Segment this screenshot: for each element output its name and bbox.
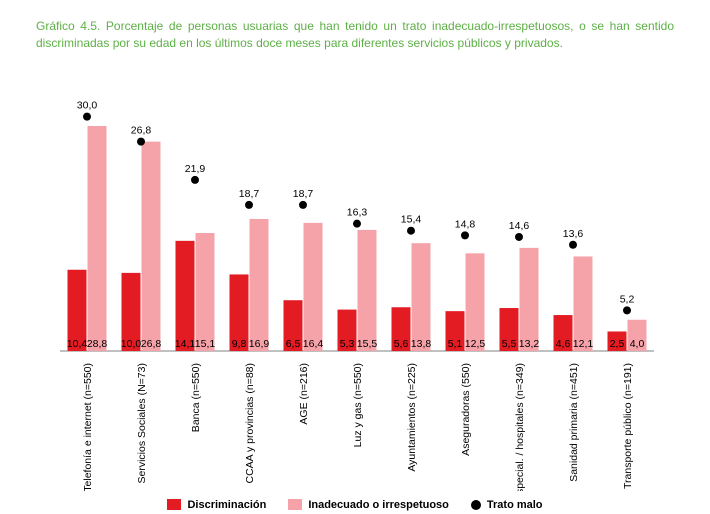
- marker-trato-malo: [83, 112, 91, 120]
- bar-value: 4,6: [556, 338, 571, 350]
- category-label: Transporte público (n=191): [622, 363, 634, 489]
- category-label: Sanidad primaria (n=451): [568, 363, 580, 482]
- marker-trato-malo: [299, 201, 307, 209]
- bar-value: 16,9: [249, 338, 270, 350]
- legend-item-irrespetuoso: Inadecuado o irrespetuoso: [288, 499, 449, 511]
- bar-value: 26,8: [141, 338, 162, 350]
- chart-area: 10,428,8 30,0 Telefonía e internet (n=550)…: [36, 81, 674, 491]
- marker-value: 30,0: [77, 99, 98, 111]
- marker-value: 5,2: [620, 293, 635, 305]
- bar-irrespetuoso: [466, 253, 485, 351]
- category-label: Sanidad especial. / hospitales (n=349): [514, 363, 526, 491]
- legend-label: Discriminación: [187, 499, 266, 511]
- marker-value: 14,8: [455, 218, 476, 230]
- bar-value: 9,8: [232, 338, 247, 350]
- category-label: Banca (n=550): [190, 363, 202, 432]
- marker-value: 18,7: [239, 188, 260, 200]
- marker-value: 13,6: [563, 228, 584, 240]
- legend-item-discriminacion: Discriminación: [167, 499, 266, 511]
- category-label: Ayuntamientos (n=225): [406, 363, 418, 472]
- bar-value: 5,5: [502, 338, 517, 350]
- marker-trato-malo: [461, 231, 469, 239]
- marker-trato-malo: [569, 241, 577, 249]
- bar-irrespetuoso: [574, 256, 593, 351]
- legend-label: Inadecuado o irrespetuoso: [308, 499, 449, 511]
- bar-value: 5,1: [448, 338, 463, 350]
- bar-irrespetuoso: [358, 230, 377, 351]
- marker-value: 26,8: [131, 124, 152, 136]
- bar-value: 5,3: [340, 338, 355, 350]
- bar-value: 28,8: [87, 338, 108, 350]
- bar-value: 10,0: [121, 338, 142, 350]
- category-label: Luz y gas (n=550): [352, 363, 364, 447]
- legend-swatch-irrespetuoso: [288, 499, 302, 510]
- bar-value: 16,4: [303, 338, 324, 350]
- bar-value: 5,6: [394, 338, 409, 350]
- marker-value: 14,6: [509, 220, 530, 232]
- marker-value: 16,3: [347, 206, 368, 218]
- category-label: Servicios Sociales (N=73): [136, 363, 148, 484]
- bar-value: 13,8: [411, 338, 432, 350]
- marker-trato-malo: [137, 137, 145, 145]
- legend-label: Trato malo: [487, 499, 543, 511]
- bar-value: 15,1: [195, 338, 216, 350]
- bar-discriminacion: [176, 241, 195, 351]
- marker-trato-malo: [245, 201, 253, 209]
- bar-value: 13,2: [519, 338, 540, 350]
- legend-item-trato-malo: Trato malo: [471, 499, 543, 511]
- category-label: Telefonía e internet (n=550): [82, 363, 94, 491]
- marker-value: 15,4: [401, 213, 422, 225]
- bar-irrespetuoso: [196, 233, 215, 351]
- legend: Discriminación Inadecuado o irrespetuoso…: [36, 499, 674, 511]
- bar-value: 2,5: [610, 338, 625, 350]
- chart-title: Gráfico 4.5. Porcentaje de personas usua…: [36, 18, 674, 53]
- category-label: Aseguradoras (550): [460, 363, 472, 456]
- bar-value: 4,0: [630, 338, 645, 350]
- marker-trato-malo: [191, 176, 199, 184]
- bar-irrespetuoso: [142, 141, 161, 350]
- legend-dot-trato-malo: [471, 500, 481, 510]
- marker-trato-malo: [353, 219, 361, 227]
- marker-value: 18,7: [293, 188, 314, 200]
- bar-value: 12,5: [465, 338, 486, 350]
- bar-value: 14,1: [175, 338, 196, 350]
- marker-trato-malo: [623, 306, 631, 314]
- legend-swatch-discriminacion: [167, 499, 181, 510]
- category-label: AGE (n=216): [298, 363, 310, 425]
- bar-value: 6,5: [286, 338, 301, 350]
- bar-value: 15,5: [357, 338, 378, 350]
- marker-trato-malo: [515, 233, 523, 241]
- bar-irrespetuoso: [88, 126, 107, 351]
- bar-irrespetuoso: [520, 248, 539, 351]
- bar-irrespetuoso: [250, 219, 269, 351]
- category-label: CCAA y provincias (n=88): [244, 363, 256, 484]
- bar-irrespetuoso: [304, 223, 323, 351]
- bar-value: 12,1: [573, 338, 594, 350]
- marker-value: 21,9: [185, 163, 206, 175]
- marker-trato-malo: [407, 226, 415, 234]
- bar-value: 10,4: [67, 338, 88, 350]
- bar-irrespetuoso: [412, 243, 431, 351]
